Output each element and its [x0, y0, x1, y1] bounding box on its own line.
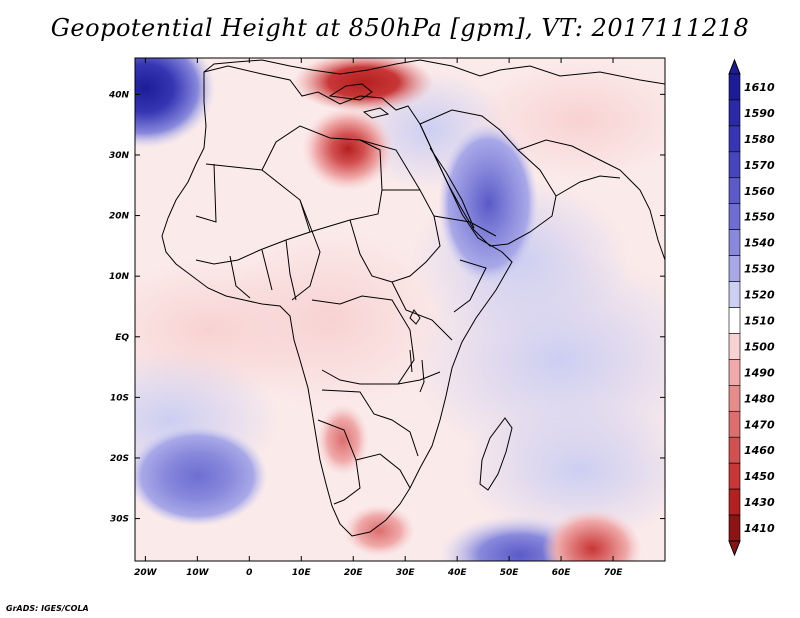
colorbar-swatch: [728, 307, 741, 334]
x-tick-label: 10E: [292, 568, 312, 578]
y-tick-label: 30S: [110, 515, 129, 525]
y-tick-label: 20N: [109, 212, 130, 222]
geopotential-field: [135, 58, 665, 561]
field-high-northwest-atlantic: [135, 58, 216, 149]
colorbar-level-label: 1510: [744, 314, 775, 327]
y-tick-label: EQ: [115, 333, 129, 343]
colorbar-swatch: [728, 203, 741, 230]
x-tick-label: 30E: [396, 568, 416, 578]
plot-frame: [134, 57, 666, 562]
colorbar-swatch: [728, 99, 741, 127]
x-tick-label: 60E: [552, 568, 572, 578]
colorbar-level-label: 1410: [744, 522, 775, 535]
colorbar-swatch: [728, 333, 741, 360]
colorbar-swatch: [728, 125, 741, 153]
colorbar-top-arrow: [728, 58, 741, 75]
field-low-southern-ocean: [542, 508, 643, 561]
colorbar-level-label: 1490: [744, 366, 775, 379]
field-features: [135, 58, 643, 561]
colorbar-swatch: [728, 255, 741, 282]
colorbar-level-label: 1570: [744, 159, 775, 172]
colorbar-level-label: 1470: [744, 418, 775, 431]
colorbar-bottom-arrow: [728, 540, 741, 557]
colorbar-swatch: [728, 281, 741, 308]
colorbar-level-label: 1500: [744, 340, 775, 353]
colorbar-swatch: [728, 385, 741, 412]
x-axis-ticks: 20W 10W 0 10E 20E 30E 40E 50E 60E 70E: [134, 58, 623, 578]
colorbar: 1610 1590 1580 1570 1560 1550 1540 1530 1520 1510…: [728, 58, 775, 557]
field-low-south-africa: [343, 504, 416, 557]
field-low-kalahari: [316, 403, 369, 476]
y-tick-label: 20S: [110, 454, 129, 464]
y-tick-label: 10N: [109, 272, 130, 282]
y-tick-label: 30N: [109, 151, 130, 161]
colorbar-swatch: [728, 514, 741, 542]
x-tick-label: 70E: [604, 568, 624, 578]
colorbar-level-label: 1480: [744, 392, 775, 405]
field-low-mediterranean-libya: [302, 106, 395, 191]
colorbar-swatch: [728, 410, 741, 438]
field-high-south-atlantic: [135, 426, 268, 527]
colorbar-swatch: [728, 151, 741, 179]
colorbar-level-label: 1560: [744, 185, 775, 198]
colorbar-level-label: 1460: [744, 444, 775, 457]
x-tick-label: 10W: [186, 568, 210, 578]
colorbar-level-label: 1590: [744, 107, 775, 120]
colorbar-level-label: 1450: [744, 470, 775, 483]
colorbar-level-label: 1520: [744, 289, 775, 302]
colorbar-swatch: [728, 462, 741, 490]
colorbar-level-label: 1530: [744, 263, 775, 276]
colorbar-swatch: [728, 177, 741, 205]
colorbar-level-label: 1430: [744, 496, 775, 509]
coastlines: [161, 59, 665, 537]
y-tick-label: 10S: [110, 393, 129, 403]
x-tick-label: 0: [246, 568, 252, 578]
x-tick-label: 20W: [134, 568, 158, 578]
colorbar-level-label: 1580: [744, 133, 775, 146]
y-axis-ticks: 40N 30N 20N 10N EQ 10S 20S 30S: [108, 90, 665, 525]
colorbar-level-label: 1550: [744, 211, 775, 224]
colorbar-level-label: 1610: [744, 81, 775, 94]
colorbar-swatch: [728, 73, 741, 101]
colorbar-swatch: [728, 229, 741, 256]
x-tick-label: 50E: [500, 568, 520, 578]
field-high-arabia: [438, 123, 539, 284]
x-tick-label: 40E: [447, 568, 468, 578]
colorbar-swatch: [728, 436, 741, 464]
x-tick-label: 20E: [344, 568, 364, 578]
colorbar-swatch: [728, 488, 741, 516]
credit-label: GrADS: IGES/COLA: [6, 604, 89, 613]
colorbar-level-label: 1540: [744, 237, 775, 250]
y-tick-label: 40N: [108, 90, 130, 100]
colorbar-swatch: [728, 359, 741, 386]
map-title: Geopotential Height at 850hPa [gpm], VT:…: [50, 14, 750, 42]
